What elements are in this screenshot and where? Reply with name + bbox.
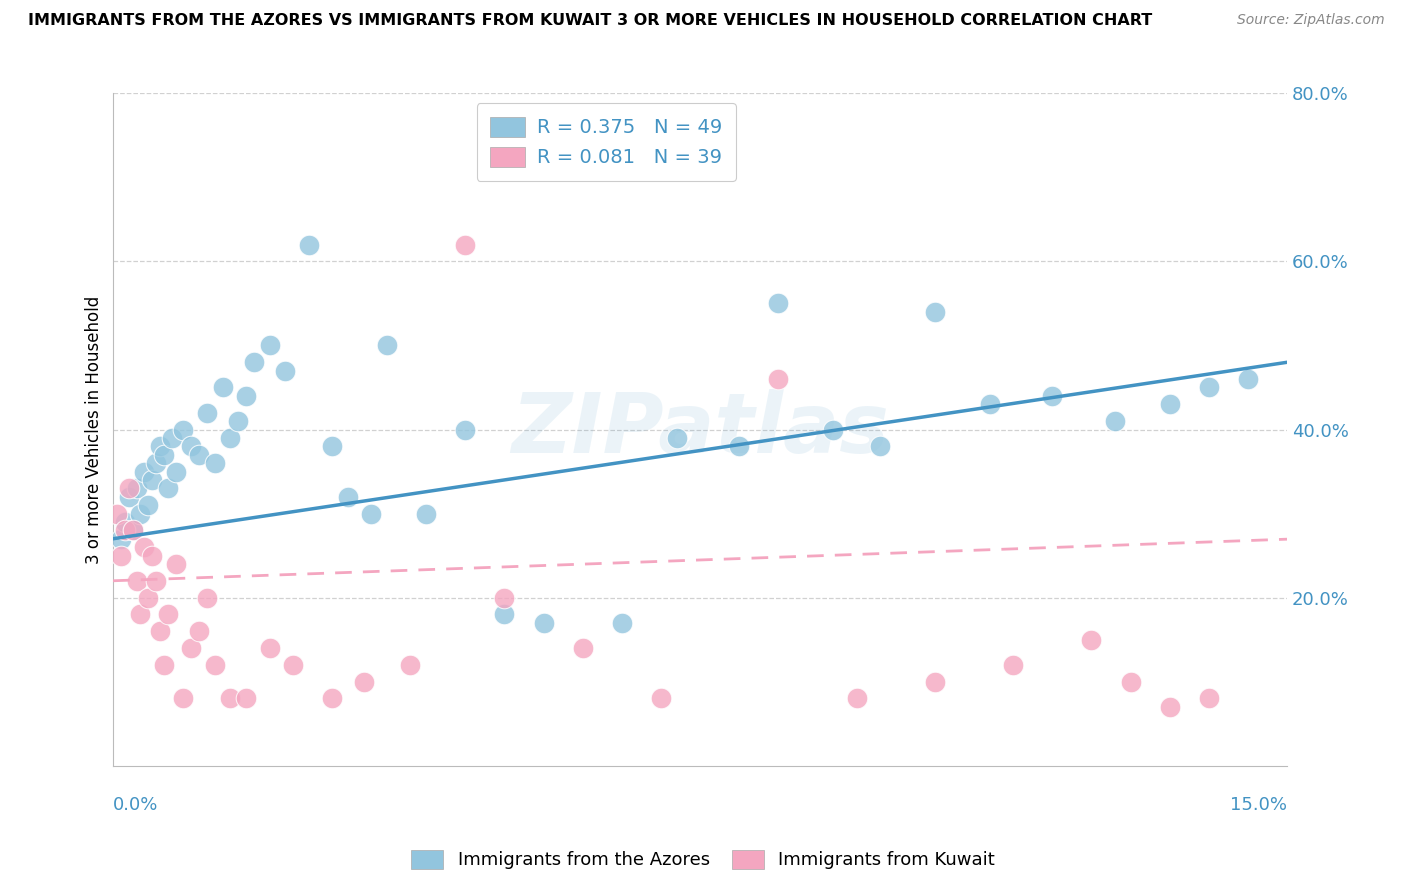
Point bbox=[105, 507, 128, 521]
Point bbox=[125, 481, 148, 495]
Point bbox=[321, 439, 343, 453]
Point bbox=[924, 305, 946, 319]
Point bbox=[110, 532, 132, 546]
Point bbox=[160, 431, 183, 445]
Point bbox=[1040, 389, 1063, 403]
Point bbox=[211, 380, 233, 394]
Point bbox=[321, 691, 343, 706]
Point bbox=[204, 657, 226, 672]
Point bbox=[149, 439, 172, 453]
Point bbox=[165, 465, 187, 479]
Point bbox=[243, 355, 266, 369]
Point bbox=[134, 540, 156, 554]
Point bbox=[533, 615, 555, 630]
Point bbox=[141, 549, 163, 563]
Point bbox=[129, 507, 152, 521]
Text: 15.0%: 15.0% bbox=[1230, 796, 1286, 814]
Y-axis label: 3 or more Vehicles in Household: 3 or more Vehicles in Household bbox=[86, 295, 103, 564]
Point bbox=[571, 640, 593, 655]
Point bbox=[121, 524, 143, 538]
Point bbox=[869, 439, 891, 453]
Point bbox=[1237, 372, 1260, 386]
Point bbox=[259, 640, 281, 655]
Point bbox=[145, 574, 167, 588]
Point bbox=[125, 574, 148, 588]
Point bbox=[110, 549, 132, 563]
Point bbox=[454, 237, 477, 252]
Point bbox=[768, 296, 790, 310]
Point bbox=[1198, 691, 1220, 706]
Point bbox=[153, 657, 176, 672]
Point bbox=[1080, 632, 1102, 647]
Point bbox=[188, 624, 211, 639]
Point bbox=[219, 431, 242, 445]
Point bbox=[399, 657, 422, 672]
Point bbox=[188, 448, 211, 462]
Point bbox=[650, 691, 672, 706]
Point bbox=[141, 473, 163, 487]
Point bbox=[360, 507, 382, 521]
Legend: Immigrants from the Azores, Immigrants from Kuwait: Immigrants from the Azores, Immigrants f… bbox=[402, 841, 1004, 879]
Point bbox=[665, 431, 688, 445]
Point bbox=[1104, 414, 1126, 428]
Point bbox=[1198, 380, 1220, 394]
Point bbox=[979, 397, 1001, 411]
Point bbox=[156, 481, 179, 495]
Point bbox=[114, 515, 136, 529]
Point bbox=[165, 557, 187, 571]
Point bbox=[336, 490, 359, 504]
Point bbox=[173, 423, 195, 437]
Point bbox=[121, 524, 143, 538]
Point bbox=[1159, 397, 1181, 411]
Point bbox=[149, 624, 172, 639]
Point bbox=[219, 691, 242, 706]
Point bbox=[728, 439, 751, 453]
Point bbox=[134, 465, 156, 479]
Point bbox=[823, 423, 845, 437]
Text: ZIPatlas: ZIPatlas bbox=[512, 389, 889, 470]
Point bbox=[153, 448, 176, 462]
Text: Source: ZipAtlas.com: Source: ZipAtlas.com bbox=[1237, 13, 1385, 28]
Point bbox=[235, 389, 257, 403]
Point bbox=[180, 640, 202, 655]
Point bbox=[204, 456, 226, 470]
Point bbox=[118, 490, 141, 504]
Point bbox=[129, 607, 152, 622]
Point bbox=[415, 507, 437, 521]
Point bbox=[114, 524, 136, 538]
Point bbox=[298, 237, 321, 252]
Point bbox=[136, 498, 159, 512]
Point bbox=[610, 615, 633, 630]
Point bbox=[235, 691, 257, 706]
Point bbox=[454, 423, 477, 437]
Point bbox=[375, 338, 398, 352]
Point bbox=[353, 674, 375, 689]
Text: 0.0%: 0.0% bbox=[112, 796, 159, 814]
Point bbox=[494, 591, 516, 605]
Legend: R = 0.375   N = 49, R = 0.081   N = 39: R = 0.375 N = 49, R = 0.081 N = 39 bbox=[477, 103, 735, 181]
Point bbox=[924, 674, 946, 689]
Point bbox=[1159, 699, 1181, 714]
Point bbox=[494, 607, 516, 622]
Point bbox=[226, 414, 249, 428]
Point bbox=[156, 607, 179, 622]
Point bbox=[768, 372, 790, 386]
Point bbox=[136, 591, 159, 605]
Point bbox=[118, 481, 141, 495]
Point bbox=[1119, 674, 1142, 689]
Point bbox=[259, 338, 281, 352]
Point bbox=[173, 691, 195, 706]
Text: IMMIGRANTS FROM THE AZORES VS IMMIGRANTS FROM KUWAIT 3 OR MORE VEHICLES IN HOUSE: IMMIGRANTS FROM THE AZORES VS IMMIGRANTS… bbox=[28, 13, 1153, 29]
Point bbox=[281, 657, 304, 672]
Point bbox=[195, 406, 218, 420]
Point bbox=[1002, 657, 1025, 672]
Point bbox=[180, 439, 202, 453]
Point bbox=[845, 691, 868, 706]
Point bbox=[195, 591, 218, 605]
Point bbox=[145, 456, 167, 470]
Point bbox=[274, 364, 297, 378]
